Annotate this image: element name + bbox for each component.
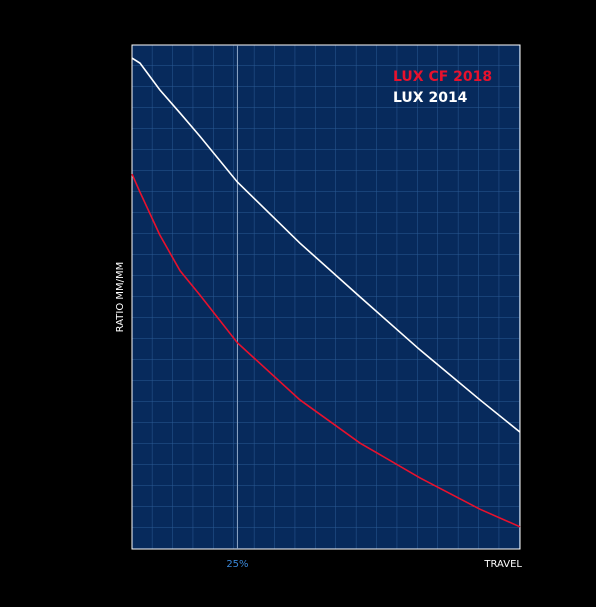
series-line bbox=[131, 173, 521, 528]
x-axis-label: TRAVEL bbox=[483, 559, 522, 570]
plot-frame bbox=[131, 44, 521, 550]
series-line bbox=[131, 57, 521, 433]
legend-entry: LUX 2014 bbox=[393, 90, 468, 106]
x-tick-label: 25% bbox=[226, 559, 248, 570]
y-axis-label: RATIO MM/MM bbox=[115, 262, 126, 333]
legend-entry: LUX CF 2018 bbox=[393, 69, 492, 85]
grid bbox=[132, 45, 520, 549]
